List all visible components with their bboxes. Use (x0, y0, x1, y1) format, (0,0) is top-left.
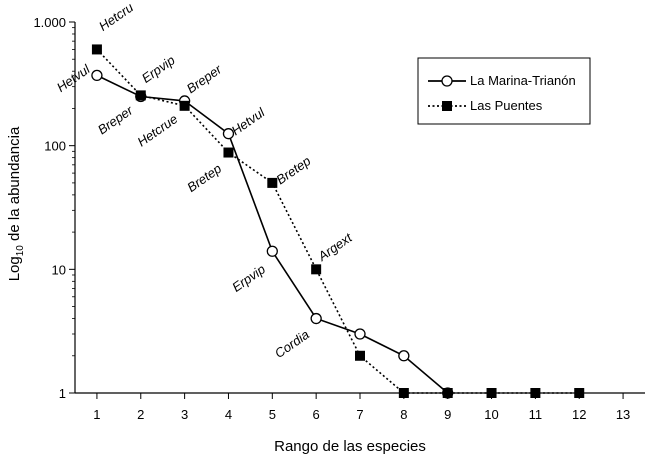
x-tick-label: 10 (484, 407, 498, 422)
legend-marker-las-puentes (442, 101, 452, 111)
x-tick-label: 12 (572, 407, 586, 422)
annotation-label: Erpvip (139, 52, 178, 85)
legend-marker-la-marina (441, 75, 453, 87)
annotation-label: Hetvul (229, 104, 269, 138)
x-tick-label: 9 (444, 407, 451, 422)
annotation-label: Hetvul (54, 61, 94, 95)
series-1-point (355, 350, 365, 361)
y-axis-title-main: Log (6, 256, 23, 281)
annotation-label: Hetcrue (134, 111, 180, 149)
x-axis-title: Rango de las especies (274, 438, 426, 455)
x-tick-label: 13 (616, 407, 630, 422)
x-tick-label: 8 (400, 407, 407, 422)
series-1-point (179, 100, 190, 111)
annotation-label: Argext (314, 229, 355, 264)
x-tick-label: 6 (313, 407, 320, 422)
y-axis-title-rest: de la abundancia (6, 126, 23, 245)
series-1-point (442, 388, 453, 398)
series-0-point (354, 328, 366, 340)
y-tick-label: 1.000 (33, 15, 66, 30)
series-1-point (530, 388, 541, 398)
series-1-point (311, 264, 322, 275)
annotation-label: Breper (95, 102, 136, 137)
series-1-point (398, 388, 409, 398)
y-ticks: 1 10 100 1.000 (33, 15, 75, 401)
legend-box (417, 57, 591, 125)
annotation-label: Hetcru (96, 0, 136, 34)
x-tick-label: 1 (93, 407, 100, 422)
series-line-0 (96, 74, 449, 394)
x-ticks: 1 2 3 4 5 6 7 8 9 10 11 12 13 (93, 393, 630, 422)
series-0-point (398, 350, 410, 362)
series-0-point (310, 312, 322, 325)
series-1-point (91, 44, 102, 55)
annotation-label: Cordia (272, 327, 312, 361)
x-tick-label: 5 (269, 407, 276, 422)
y-tick-label: 100 (44, 139, 66, 154)
x-tick-label: 3 (181, 407, 188, 422)
legend-label-las-puentes: Las Puentes (470, 98, 543, 113)
series-1-point (486, 388, 497, 398)
series-0-point (222, 128, 235, 140)
annotation-label: Erpvip (229, 261, 268, 294)
y-tick-label: 1 (59, 386, 66, 401)
series-1-point (135, 90, 146, 101)
x-tick-label: 2 (137, 407, 144, 422)
x-tick-label: 7 (356, 407, 363, 422)
series-1-point (267, 177, 278, 188)
x-tick-label: 11 (529, 407, 543, 422)
y-axis-title: Log10 de la abundancia (6, 126, 26, 281)
series-1-point (574, 388, 585, 398)
annotation-label: Breper (184, 61, 225, 96)
legend-label-la-marina: La Marina-Trianón (470, 73, 576, 88)
y-axis-title-sub: 10 (15, 245, 26, 257)
series-0-point (91, 69, 103, 82)
annotation-label: Bretep (273, 153, 313, 187)
series-0-point (266, 245, 278, 257)
annotation-label: Bretep (184, 161, 224, 195)
y-tick-label: 10 (52, 262, 66, 277)
x-tick-label: 4 (225, 407, 232, 422)
series-1-point (223, 147, 234, 158)
series-line-1 (96, 48, 580, 394)
legend: La Marina-Trianón Las Puentes (417, 57, 591, 125)
series-layer (91, 44, 585, 399)
